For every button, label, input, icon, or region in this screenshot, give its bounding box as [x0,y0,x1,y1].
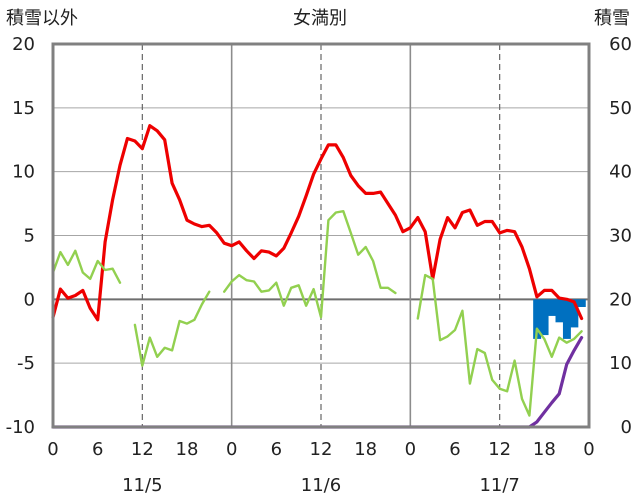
bar [577,299,586,307]
series-line-red [51,124,584,322]
x-tick-label: 12 [310,439,333,460]
blue-bars [533,299,586,339]
y-right-tick-label: 0 [621,417,632,438]
series-line-green [416,273,583,417]
x-tick-label: 0 [405,439,416,460]
y-left-tick-label: 20 [12,34,35,55]
bar [570,299,579,328]
x-tick-label: 6 [271,439,282,460]
plot-frame [51,42,591,429]
series-line-green [222,209,397,319]
x-tick-label: 0 [47,439,58,460]
y-left-tick-label: -5 [17,353,35,374]
y-right-tick-label: 40 [609,162,632,183]
series-lines [51,124,584,429]
left-axis-label: 積雪以外 [6,8,78,29]
y-left-tick-label: 0 [24,289,35,310]
x-tick-label: 0 [583,439,594,460]
y-right-tick-label: 20 [609,289,632,310]
x-tick-label: 18 [354,439,377,460]
date-label: 11/7 [479,475,519,496]
y-right-tick-label: 50 [609,98,632,119]
y-left-tick-label: 5 [24,226,35,247]
x-tick-label: 6 [449,439,460,460]
x-tick-label: 0 [226,439,237,460]
bar [555,299,564,323]
y-left-tick-label: 15 [12,98,35,119]
x-tick-label: 12 [488,439,511,460]
chart-title: 女満別 [293,8,347,29]
y-right-tick-label: 60 [609,34,632,55]
bar [548,299,556,316]
y-left-tick-label: 10 [12,162,35,183]
x-tick-label: 12 [131,439,154,460]
axes [51,42,591,429]
bar [562,299,571,339]
bar [533,299,542,339]
y-left-tick-label: -10 [6,417,35,438]
y-right-tick-label: 10 [609,353,632,374]
right-axis-label: 積雪 [594,8,630,29]
date-label: 11/6 [301,475,341,496]
y-right-tick-label: 30 [609,226,632,247]
date-label: 11/5 [122,475,162,496]
series-line-green [51,249,122,284]
series-line-green [133,290,211,367]
series-line-purple [51,336,584,429]
x-tick-label: 18 [176,439,199,460]
grid [53,43,589,428]
bar [540,299,549,336]
x-tick-label: 6 [92,439,103,460]
x-tick-label: 18 [533,439,556,460]
